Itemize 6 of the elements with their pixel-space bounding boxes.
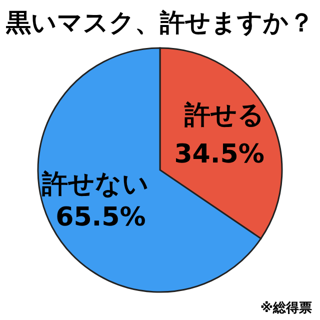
slice-label: 許せる (184, 100, 265, 131)
slice-label: 許せない (40, 169, 149, 200)
data-label: 65.5% (56, 202, 146, 232)
chart-title: 黒いマスク、許せますか？ (5, 8, 314, 37)
data-label: 34.5% (174, 140, 264, 170)
text: ※総得票 (260, 301, 312, 316)
